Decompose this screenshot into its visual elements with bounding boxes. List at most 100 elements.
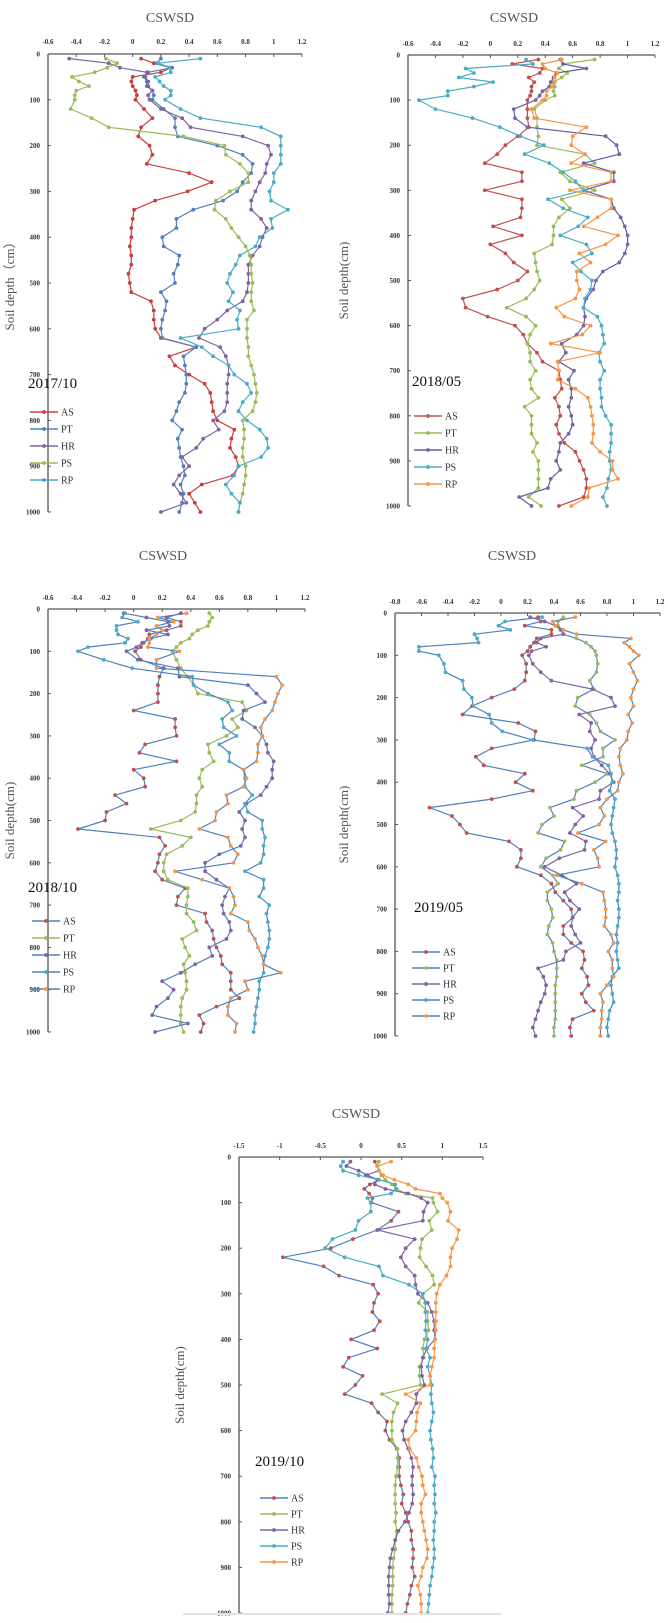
y-axis-label: Soil depth(cm) bbox=[2, 782, 17, 860]
data-point bbox=[436, 653, 441, 658]
data-point bbox=[369, 1401, 374, 1406]
data-point bbox=[433, 107, 438, 111]
y-tick-label: 700 bbox=[390, 367, 401, 375]
data-point bbox=[569, 924, 574, 928]
data-point bbox=[253, 244, 258, 249]
data-point bbox=[495, 287, 500, 292]
data-point bbox=[606, 1034, 611, 1038]
data-point bbox=[412, 1237, 417, 1241]
data-point bbox=[106, 61, 111, 66]
data-point bbox=[432, 1346, 437, 1351]
data-point bbox=[426, 1602, 431, 1606]
data-point bbox=[599, 323, 604, 328]
data-point bbox=[460, 712, 465, 717]
data-point bbox=[485, 314, 490, 319]
y-axis-label: Soil depth(cm) bbox=[336, 242, 351, 320]
data-point bbox=[391, 1410, 396, 1415]
data-point bbox=[257, 894, 262, 899]
data-point bbox=[150, 152, 155, 157]
data-point bbox=[201, 1021, 206, 1026]
data-point bbox=[214, 1004, 219, 1009]
data-point bbox=[536, 134, 541, 139]
data-point bbox=[341, 1168, 345, 1173]
data-point bbox=[171, 482, 176, 487]
series-ps bbox=[417, 57, 613, 508]
data-point bbox=[417, 98, 421, 102]
data-point bbox=[549, 881, 554, 886]
data-point bbox=[240, 491, 245, 496]
data-point bbox=[556, 881, 560, 886]
data-point bbox=[164, 852, 169, 857]
data-point bbox=[381, 1273, 385, 1278]
data-point bbox=[568, 831, 572, 835]
data-point bbox=[432, 1355, 437, 1360]
data-point bbox=[233, 262, 238, 267]
data-point bbox=[602, 924, 607, 928]
y-tick-label: 100 bbox=[30, 648, 41, 656]
data-point bbox=[394, 1474, 398, 1479]
data-point bbox=[159, 326, 163, 331]
data-point bbox=[429, 1437, 433, 1442]
data-point bbox=[580, 332, 585, 337]
data-point bbox=[562, 314, 567, 319]
data-point bbox=[211, 418, 216, 423]
y-tick-label: 100 bbox=[390, 97, 401, 105]
data-point bbox=[246, 180, 251, 185]
series-as bbox=[76, 611, 242, 1034]
data-point bbox=[543, 98, 548, 102]
data-point bbox=[143, 784, 148, 789]
data-point bbox=[562, 890, 567, 895]
data-point bbox=[559, 57, 564, 62]
data-point bbox=[225, 381, 230, 386]
series-pt bbox=[536, 615, 617, 1038]
data-point bbox=[414, 1392, 419, 1396]
data-point bbox=[569, 1034, 574, 1038]
data-point bbox=[581, 188, 586, 193]
data-point bbox=[606, 477, 611, 481]
data-point bbox=[123, 611, 127, 616]
data-point bbox=[603, 413, 608, 418]
data-point bbox=[194, 446, 199, 450]
data-point bbox=[445, 89, 450, 93]
data-point bbox=[393, 1538, 398, 1542]
data-point bbox=[536, 459, 541, 463]
y-tick-label: 800 bbox=[221, 1518, 232, 1526]
data-point bbox=[616, 477, 620, 481]
data-point bbox=[194, 793, 199, 797]
data-point bbox=[594, 721, 599, 725]
data-point bbox=[281, 1255, 285, 1260]
data-point bbox=[194, 345, 199, 349]
data-point bbox=[554, 958, 559, 962]
data-point bbox=[175, 436, 180, 441]
data-point bbox=[579, 269, 583, 274]
data-point bbox=[574, 269, 579, 274]
data-point bbox=[598, 450, 602, 454]
data-point bbox=[395, 1446, 400, 1451]
data-point bbox=[572, 368, 576, 373]
data-point bbox=[557, 368, 561, 373]
data-point bbox=[365, 1196, 370, 1200]
data-point bbox=[136, 619, 140, 624]
data-point bbox=[557, 215, 561, 220]
data-point bbox=[178, 336, 183, 340]
data-point bbox=[383, 1187, 388, 1191]
data-point bbox=[520, 233, 524, 238]
data-point bbox=[407, 1510, 411, 1515]
data-point bbox=[530, 738, 535, 742]
data-point bbox=[558, 848, 563, 852]
data-point bbox=[550, 242, 554, 247]
data-point bbox=[227, 920, 232, 924]
data-point bbox=[170, 418, 175, 423]
data-point bbox=[159, 107, 163, 111]
data-point bbox=[420, 1474, 424, 1479]
data-point bbox=[166, 996, 170, 1001]
data-point bbox=[585, 395, 590, 400]
data-point bbox=[234, 734, 239, 738]
data-point bbox=[518, 215, 523, 220]
data-point bbox=[428, 1355, 432, 1360]
data-point bbox=[511, 260, 516, 265]
data-point bbox=[266, 945, 270, 950]
x-tick-label: 1 bbox=[272, 38, 276, 46]
data-point bbox=[602, 368, 607, 373]
x-tick-label: 0 bbox=[131, 38, 135, 46]
